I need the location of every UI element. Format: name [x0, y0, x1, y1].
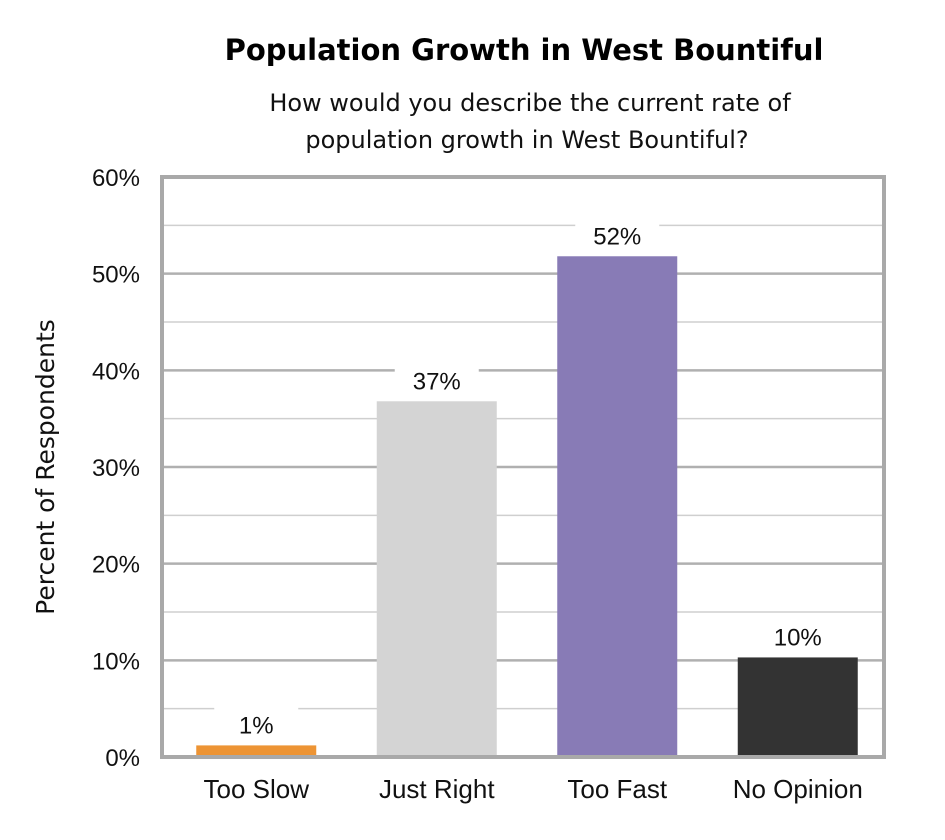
data-label: 10% [774, 624, 822, 651]
bars: 1% 37% 52% 10% [196, 218, 858, 757]
x-category-labels: Too Slow Just Right Too Fast No Opinion [204, 774, 863, 804]
chart-subtitle-line-2: population growth in West Bountiful? [305, 126, 748, 154]
x-category-label: Just Right [379, 774, 495, 804]
y-tick-label: 20% [92, 552, 140, 579]
data-label: 37% [413, 368, 461, 395]
chart-title: Population Growth in West Bountiful [225, 33, 824, 67]
y-tick-label: 50% [92, 262, 140, 289]
y-tick-labels: 0% 10% 20% 30% 40% 50% 60% [92, 165, 140, 772]
bar-too-fast [557, 256, 678, 757]
bar-too-slow [196, 745, 317, 757]
data-label-background [575, 218, 660, 251]
x-category-label: No Opinion [733, 774, 863, 804]
y-tick-label: 40% [92, 358, 140, 385]
data-label: 52% [593, 223, 641, 250]
x-category-label: Too Slow [204, 774, 310, 804]
y-axis-label: Percent of Respondents [31, 319, 60, 615]
bar-just-right [376, 401, 497, 757]
data-label: 1% [239, 712, 274, 739]
y-tick-label: 0% [105, 745, 140, 772]
x-category-label: Too Fast [567, 774, 667, 804]
data-label-background [214, 707, 299, 740]
data-label-background [394, 363, 479, 396]
y-tick-label: 10% [92, 648, 140, 675]
gridlines [162, 224, 884, 710]
y-tick-label: 60% [92, 165, 140, 192]
data-label-background [755, 619, 840, 652]
bar-no-opinion [737, 657, 858, 757]
plot-frame [160, 175, 886, 759]
chart-subtitle-line-1: How would you describe the current rate … [269, 89, 791, 117]
y-tick-label: 30% [92, 455, 140, 482]
